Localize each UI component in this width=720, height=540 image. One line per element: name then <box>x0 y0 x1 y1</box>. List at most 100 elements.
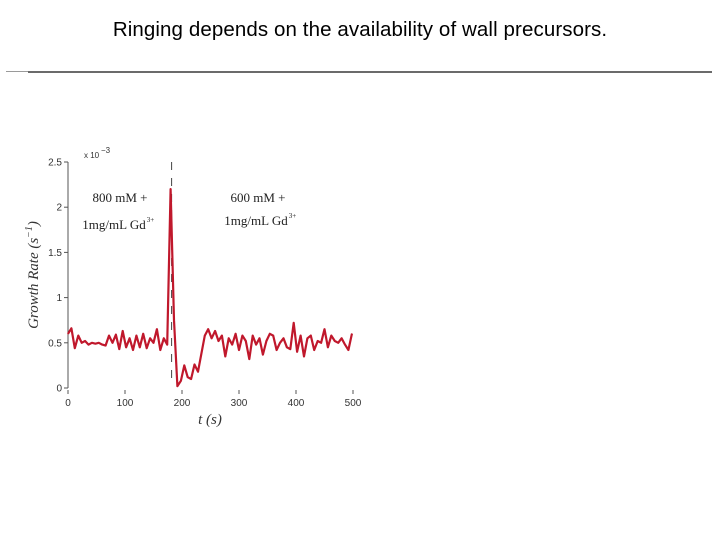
data-point <box>248 358 250 360</box>
data-point <box>293 322 295 324</box>
chart-series-layer <box>67 188 353 388</box>
data-point <box>252 334 254 337</box>
y-exponent-sup: −3 <box>101 146 111 155</box>
data-point <box>105 344 107 347</box>
data-point <box>146 347 148 349</box>
data-point <box>118 348 120 350</box>
data-point <box>265 340 267 342</box>
data-point <box>101 344 103 346</box>
data-point <box>87 344 90 346</box>
data-point <box>269 333 271 335</box>
data-point <box>132 349 134 351</box>
data-point <box>115 334 117 336</box>
data-point <box>337 342 339 344</box>
data-point <box>122 330 124 332</box>
data-point <box>98 342 100 344</box>
data-point <box>193 363 196 366</box>
data-point <box>303 355 305 357</box>
data-point <box>84 340 86 342</box>
data-point <box>187 376 189 378</box>
data-point <box>323 328 326 330</box>
annotation-line1: 800 mM + <box>92 190 147 205</box>
data-point <box>286 346 288 348</box>
data-point <box>108 334 110 337</box>
data-point <box>258 337 261 339</box>
data-point <box>67 333 69 335</box>
data-point <box>74 347 76 349</box>
data-point <box>197 371 199 373</box>
data-point <box>241 334 244 337</box>
y-axis-title: Growth Rate (s−1) <box>24 221 42 329</box>
y-tick-label: 0.5 <box>48 338 62 349</box>
data-point <box>163 337 165 339</box>
data-point <box>327 346 329 348</box>
data-point <box>190 378 192 380</box>
data-point <box>166 344 168 346</box>
x-tick-label: 400 <box>288 398 305 409</box>
data-point <box>207 328 209 330</box>
data-point <box>234 333 237 335</box>
x-tick-label: 0 <box>65 398 71 409</box>
x-tick-label: 100 <box>117 398 134 409</box>
data-point <box>156 328 158 330</box>
data-point <box>180 380 182 382</box>
x-tick-label: 300 <box>231 398 248 409</box>
data-point <box>313 349 315 351</box>
x-tick-label: 500 <box>345 398 362 409</box>
data-point <box>262 353 264 356</box>
data-point <box>217 340 220 342</box>
data-point <box>347 349 350 351</box>
data-point <box>152 342 155 344</box>
data-point <box>296 351 298 353</box>
x-tick-label: 200 <box>174 398 191 409</box>
data-point <box>221 334 223 337</box>
data-point <box>306 337 308 339</box>
data-point <box>344 344 346 346</box>
data-point <box>317 340 319 342</box>
x-axis-title: t (s) <box>198 412 222 428</box>
y-tick-label: 0 <box>56 384 62 395</box>
annotation-line2: 1mg/mL Gd <box>224 213 288 228</box>
data-point <box>81 342 83 344</box>
data-point <box>204 334 206 337</box>
data-point <box>272 334 274 337</box>
annotation-sup: 3+ <box>289 212 297 220</box>
data-point <box>149 337 151 339</box>
data-point <box>159 349 161 351</box>
annotation-sup: 3+ <box>147 216 155 224</box>
data-point <box>276 349 278 351</box>
data-point <box>91 342 93 344</box>
data-point <box>214 330 216 332</box>
y-tick-label: 2.5 <box>48 158 62 169</box>
data-point <box>279 342 281 344</box>
data-point <box>70 327 73 329</box>
series-line <box>67 188 353 388</box>
y-tick-label: 1 <box>56 293 62 304</box>
data-point <box>142 333 144 335</box>
data-point <box>282 337 285 339</box>
data-point <box>111 342 114 344</box>
data-point <box>94 343 96 345</box>
data-point <box>228 337 230 339</box>
annotation-line1: 600 mM + <box>230 190 285 205</box>
data-point <box>176 385 179 387</box>
data-point <box>255 344 257 346</box>
data-point <box>341 337 343 339</box>
data-point <box>299 334 302 337</box>
data-point <box>173 319 175 321</box>
data-point <box>170 188 172 190</box>
data-point <box>320 342 322 344</box>
data-point <box>310 334 312 337</box>
data-point <box>231 344 233 346</box>
slide-title: Ringing depends on the availability of w… <box>112 18 608 41</box>
data-point <box>224 355 226 357</box>
y-tick-label: 2 <box>56 203 62 214</box>
title-rule <box>28 71 712 73</box>
data-point <box>135 334 137 337</box>
data-point <box>238 349 240 351</box>
data-point <box>139 346 141 348</box>
data-point <box>245 340 247 342</box>
data-point <box>330 334 332 337</box>
data-point <box>334 340 336 342</box>
